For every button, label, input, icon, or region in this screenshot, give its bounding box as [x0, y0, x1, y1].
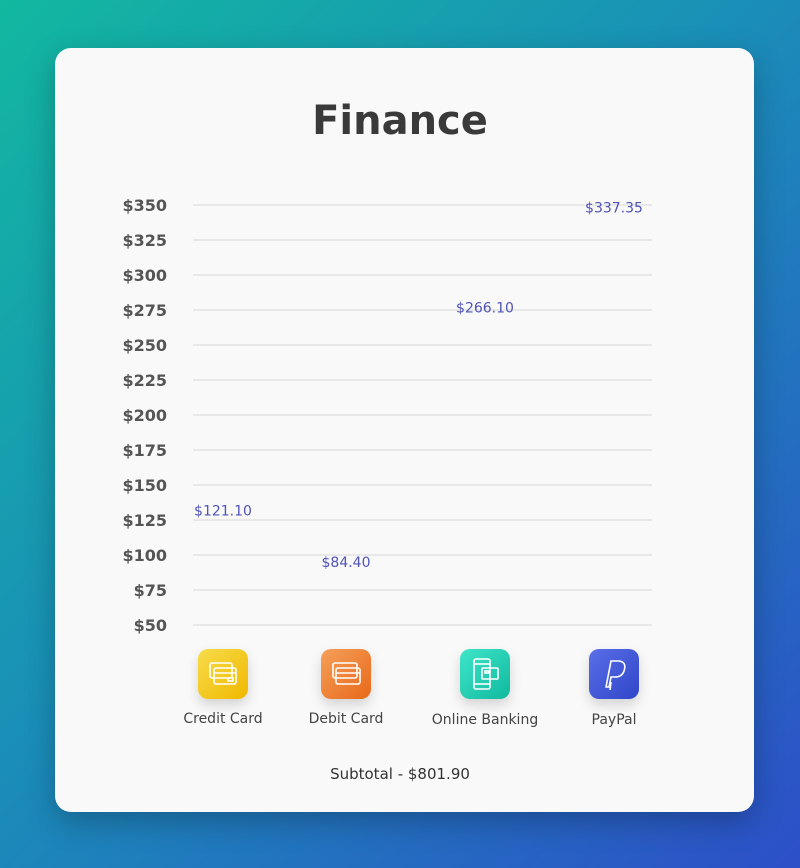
y-tick-label: $75	[134, 581, 167, 600]
y-tick-label: $175	[122, 441, 167, 460]
credit-card-icon	[198, 649, 248, 699]
y-tick-label: $325	[122, 231, 167, 250]
category-label: Online Banking	[431, 712, 539, 728]
y-tick-label: $250	[122, 336, 167, 355]
y-tick-label: $50	[134, 616, 167, 635]
chart-title: Finance	[312, 98, 488, 144]
y-tick-label: $225	[122, 371, 167, 390]
category-label: Debit Card	[308, 711, 384, 727]
paypal-icon	[589, 649, 639, 699]
category-label: Credit Card	[183, 711, 263, 727]
y-tick-label: $300	[122, 266, 167, 285]
category-label: PayPal	[591, 712, 637, 728]
y-tick-label: $350	[122, 196, 167, 215]
data-label: $84.40	[322, 555, 371, 571]
y-tick-label: $150	[122, 476, 167, 495]
y-tick-label: $125	[122, 511, 167, 530]
online-banking-icon	[460, 649, 510, 699]
y-tick-label: $275	[122, 301, 167, 320]
data-label: $337.35	[585, 201, 643, 217]
y-tick-label: $100	[122, 546, 167, 565]
data-label: $266.10	[456, 300, 514, 316]
subtotal: Subtotal - $801.90	[330, 765, 470, 783]
data-label: $121.10	[194, 503, 252, 519]
debit-card-icon	[321, 649, 371, 699]
y-tick-label: $200	[122, 406, 167, 425]
